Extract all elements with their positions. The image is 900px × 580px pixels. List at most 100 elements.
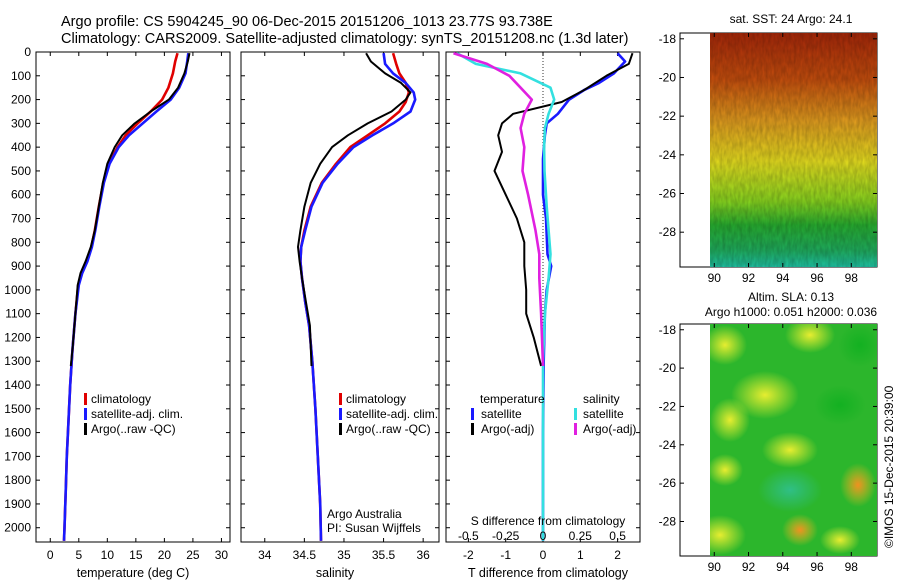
y-tick-label: 1400 <box>4 378 31 392</box>
legend-label-satellite: satellite-adj. clim. <box>91 407 183 421</box>
difference-series <box>453 52 634 541</box>
salinity-series <box>297 52 417 541</box>
legend-label-climatology: climatology <box>346 392 406 406</box>
map-x-tick-label: 94 <box>776 271 790 285</box>
y-tick-label: 0 <box>24 45 31 59</box>
legend-label-salinity-satellite: satellite <box>583 407 624 421</box>
map-y-tick-label: -28 <box>659 514 677 528</box>
x-tick-label: 30 <box>215 548 229 562</box>
temperature-panel-frame <box>35 51 231 543</box>
sla-map-title-line2: Argo h1000: 0.051 h2000: 0.036 <box>705 305 877 319</box>
x-tick-label: -1 <box>500 548 511 562</box>
sla-blob <box>710 398 750 442</box>
map-y-tick-label: -24 <box>659 438 677 452</box>
y-tick-label: 500 <box>11 164 31 178</box>
y-tick-label: 1500 <box>4 402 31 416</box>
legend-heading-temperature: temperature <box>480 392 545 406</box>
map-y-tick-label: -26 <box>659 476 677 490</box>
x-tick-label: 36 <box>416 548 430 562</box>
sst-map-heatmap <box>710 33 877 267</box>
sla-map-axes: 90 92 94 96 98 -18 -20 -22 -24 -26 -28 <box>659 323 877 574</box>
salinity-axis: 34 34.5 35 35.5 36 <box>241 51 439 562</box>
legend-label-temperature-argo: Argo(-adj) <box>481 422 534 436</box>
temperature-xlabel: temperature (deg C) <box>77 566 190 580</box>
sla-blob <box>838 324 877 367</box>
difference-axis: -2 -1 0 1 2 <box>446 51 640 562</box>
y-tick-label: 1100 <box>5 307 31 321</box>
x-tick-label: 0 <box>540 548 547 562</box>
legend-swatch-salinity-satellite <box>574 408 577 420</box>
x-tick-label: -2 <box>463 548 474 562</box>
map-x-tick-label: 98 <box>845 271 859 285</box>
map-x-tick-label: 92 <box>742 560 756 574</box>
sla-blob <box>782 514 818 546</box>
sla-blob <box>785 324 835 353</box>
figure-title-line2: Climatology: CARS2009. Satellite-adjuste… <box>61 31 628 47</box>
x-top-tick-label: -0.5 <box>458 529 479 543</box>
legend-label-climatology: climatology <box>91 392 151 406</box>
legend-swatch-argo <box>339 423 342 435</box>
map-y-tick-label: -22 <box>659 399 677 413</box>
x-top-tick-label: -0.25 <box>492 529 520 543</box>
salinity-panel-frame <box>240 51 440 543</box>
legend-label-argo: Argo(..raw -QC) <box>346 422 431 436</box>
legend-swatch-argo <box>84 423 87 435</box>
y-tick-label: 1000 <box>4 283 31 297</box>
x-top-tick-label: 0.5 <box>609 529 626 543</box>
series-line-satellite-adj-clim <box>299 53 417 541</box>
map-x-tick-label: 96 <box>810 560 824 574</box>
map-y-tick-label: -20 <box>659 361 677 375</box>
series-line-salinity-satellite <box>456 52 556 541</box>
map-y-tick-label: -18 <box>659 32 677 46</box>
x-tick-label: 34 <box>258 548 272 562</box>
sla-blob <box>840 463 876 507</box>
map-x-tick-label: 90 <box>708 560 722 574</box>
difference-xlabel-top: S difference from climatology <box>471 514 626 528</box>
x-tick-label: 10 <box>101 548 115 562</box>
legend-swatch-temperature-satellite <box>471 408 474 420</box>
series-line-argo-raw-qc <box>69 52 191 367</box>
series-line-satellite-adj-clim <box>62 53 190 541</box>
legend-swatch-climatology <box>339 393 342 405</box>
sla-blob <box>758 468 822 512</box>
temperature-series <box>62 52 191 541</box>
sst-map-texture <box>710 33 877 267</box>
x-top-tick-label: 0 <box>540 529 547 543</box>
x-tick-label: 5 <box>75 548 82 562</box>
map-y-tick-label: -26 <box>659 187 677 201</box>
salinity-difference-ticks: -0.5 -0.25 0 0.25 0.5 <box>458 529 626 543</box>
map-y-tick-label: -28 <box>659 225 677 239</box>
sla-blob <box>731 371 799 419</box>
map-y-tick-label: -20 <box>659 70 677 84</box>
x-tick-label: 2 <box>614 548 621 562</box>
y-tick-label: 1200 <box>4 330 31 344</box>
y-tick-label: 1600 <box>4 426 31 440</box>
sla-blob <box>820 526 860 554</box>
x-tick-label: 34.5 <box>293 548 317 562</box>
credit-pi: PI: Susan Wijffels <box>327 521 421 535</box>
map-x-tick-label: 92 <box>742 271 756 285</box>
sst-map-axes: 90 92 94 96 98 -18 -20 -22 -24 -26 -28 <box>659 32 877 285</box>
map-y-tick-label: -22 <box>659 109 677 123</box>
y-tick-label: 200 <box>11 93 31 107</box>
legend-swatch-satellite <box>84 408 87 420</box>
map-x-tick-label: 96 <box>810 271 824 285</box>
map-y-tick-label: -18 <box>659 323 677 337</box>
x-tick-label: 15 <box>129 548 143 562</box>
y-tick-label: 1800 <box>4 473 31 487</box>
sla-blob <box>762 432 818 468</box>
temperature-axis: 0100200300400500600700800900100011001200… <box>4 45 230 562</box>
difference-legend: temperature salinity satellite Argo(-adj… <box>471 392 636 436</box>
y-tick-label: 900 <box>11 259 31 273</box>
legend-label-argo: Argo(..raw -QC) <box>91 422 176 436</box>
legend-label-satellite: satellite-adj. clim. <box>346 407 438 421</box>
y-tick-label: 1900 <box>4 497 31 511</box>
x-tick-label: 35 <box>337 548 351 562</box>
y-tick-label: 700 <box>11 212 31 226</box>
figure-title-line1: Argo profile: CS 5904245_90 06-Dec-2015 … <box>61 14 553 30</box>
map-y-tick-label: -24 <box>659 148 677 162</box>
credit-organization: Argo Australia <box>327 507 402 521</box>
map-x-tick-label: 94 <box>776 560 790 574</box>
legend-label-salinity-argo: Argo(-adj) <box>583 422 636 436</box>
